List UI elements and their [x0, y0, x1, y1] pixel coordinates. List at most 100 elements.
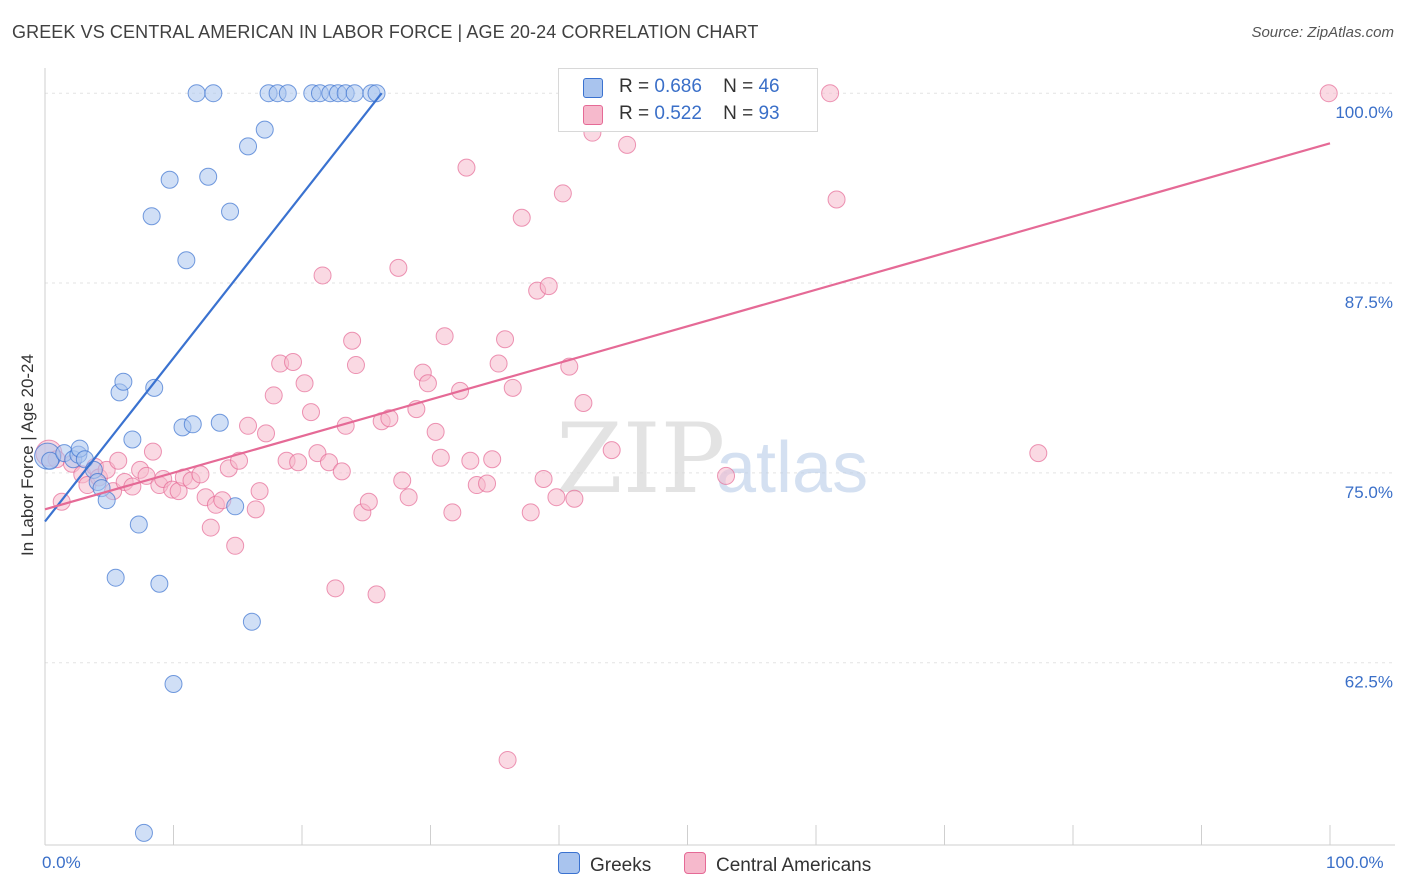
- greeks-legend-swatch: [558, 852, 580, 874]
- greek-point-32: [242, 612, 261, 631]
- central-point-63: [443, 503, 462, 522]
- central-americans-legend-label: Central Americans: [716, 855, 872, 876]
- central-point-78: [547, 488, 566, 507]
- central-point-74: [521, 503, 540, 522]
- legend-n-value-2: 93: [758, 103, 780, 124]
- greek-point-25: [187, 84, 206, 103]
- greek-point-17: [142, 207, 161, 226]
- central-point-59: [418, 374, 437, 393]
- y-tick-label-0: 62.5%: [1345, 673, 1393, 692]
- greek-point-16: [134, 823, 153, 842]
- central-point-79: [553, 184, 572, 203]
- legend-r-value-1: 0.686: [654, 76, 702, 97]
- central-point-45: [332, 462, 351, 481]
- greek-point-26: [199, 167, 218, 186]
- central-point-91: [1319, 84, 1338, 103]
- central-point-37: [284, 353, 303, 372]
- source-label: Source: ZipAtlas.com: [1251, 24, 1394, 41]
- central-point-48: [346, 356, 365, 375]
- chart-title: GREEK VS CENTRAL AMERICAN IN LABOR FORCE…: [12, 22, 759, 42]
- central-point-60: [426, 422, 445, 441]
- central-point-30: [239, 416, 258, 435]
- central-point-61: [431, 448, 450, 467]
- y-tick-label-2: 87.5%: [1345, 293, 1393, 312]
- greek-point-15: [129, 515, 148, 534]
- greek-point-27: [204, 84, 223, 103]
- central-point-62: [435, 327, 454, 346]
- greek-point-20: [160, 170, 179, 189]
- central-point-85: [602, 441, 621, 460]
- central-point-55: [393, 471, 412, 490]
- bottom-legend-central-americans: Central Americans: [684, 852, 871, 877]
- greek-point-11: [106, 568, 125, 587]
- stats-legend: R = 0.686 N = 46 R = 0.522 N = 93: [558, 68, 818, 132]
- central-point-72: [503, 378, 522, 397]
- central-point-54: [389, 258, 408, 277]
- greek-point-33: [255, 120, 274, 139]
- greek-point-42: [345, 84, 364, 103]
- central-point-32: [250, 482, 269, 501]
- central-point-69: [483, 450, 502, 469]
- central-point-73: [512, 208, 531, 227]
- greek-point-44: [367, 84, 386, 103]
- greek-point-30: [226, 497, 245, 516]
- greeks-legend-label: Greeks: [590, 855, 652, 876]
- central-point-87: [717, 466, 736, 485]
- central-point-39: [295, 374, 314, 393]
- legend-n-label-1: N =: [723, 76, 754, 97]
- central-point-34: [264, 386, 283, 405]
- legend-r-value-2: 0.522: [654, 103, 702, 124]
- central-point-53: [380, 409, 399, 428]
- central-point-50: [359, 492, 378, 511]
- central-point-51: [367, 585, 386, 604]
- central-point-86: [618, 135, 637, 154]
- greek-point-31: [239, 137, 258, 156]
- greek-point-18: [145, 378, 164, 397]
- central-americans-swatch: [583, 105, 603, 125]
- legend-r-label-1: R =: [619, 76, 650, 97]
- central-point-33: [257, 424, 276, 443]
- central-point-28: [226, 536, 245, 555]
- greek-point-36: [278, 84, 297, 103]
- central-point-76: [534, 469, 553, 488]
- central-point-70: [489, 354, 508, 373]
- x-min-label: 0.0%: [42, 853, 81, 872]
- x-max-label: 100.0%: [1326, 853, 1384, 872]
- y-tick-label-1: 75.0%: [1345, 483, 1393, 502]
- greek-point-23: [177, 251, 196, 270]
- greeks-swatch: [583, 78, 603, 98]
- central-point-68: [478, 474, 497, 493]
- central-trend-line: [44, 142, 1331, 511]
- y-axis-title: In Labor Force | Age 20-24: [18, 354, 37, 556]
- central-point-92: [498, 750, 517, 769]
- greek-point-14: [123, 430, 142, 449]
- central-point-82: [574, 394, 593, 413]
- central-point-66: [461, 451, 480, 470]
- central-point-56: [399, 488, 418, 507]
- central-point-65: [457, 158, 476, 177]
- greek-point-24: [183, 415, 202, 434]
- central-point-71: [496, 330, 515, 349]
- central-point-31: [246, 500, 265, 519]
- bottom-legend-greeks: Greeks: [558, 852, 651, 877]
- central-point-15: [143, 442, 162, 461]
- central-point-43: [319, 453, 338, 472]
- legend-n-label-2: N =: [723, 103, 754, 124]
- central-point-42: [313, 266, 332, 285]
- central-point-38: [289, 453, 308, 472]
- greek-point-1: [41, 451, 60, 470]
- watermark-zip: ZIP: [556, 403, 725, 515]
- central-point-77: [539, 277, 558, 296]
- central-point-81: [565, 489, 584, 508]
- legend-r-label-2: R =: [619, 103, 650, 124]
- central-point-29: [230, 451, 249, 470]
- central-point-89: [827, 190, 846, 209]
- greek-point-21: [164, 675, 183, 694]
- central-point-24: [201, 518, 220, 537]
- central-point-40: [301, 403, 320, 422]
- greek-point-28: [210, 413, 229, 432]
- y-tick-label-3: 100.0%: [1335, 103, 1393, 122]
- greek-point-19: [150, 574, 169, 593]
- central-point-10: [109, 451, 128, 470]
